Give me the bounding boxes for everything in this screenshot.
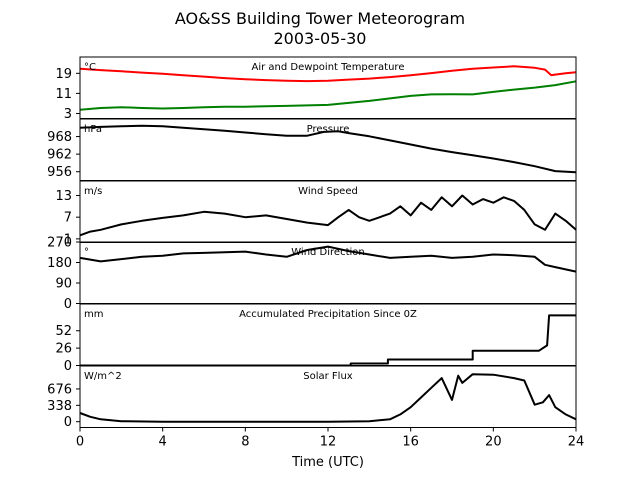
panel-title-temp: Air and Dewpoint Temperature <box>252 62 405 73</box>
series-line-temp-0 <box>79 65 577 83</box>
chart-title: AO&SS Building Tower Meteorogram <box>175 9 465 28</box>
x-tick-label-16: 16 <box>402 435 419 450</box>
panel-temp: 3 11 19 °C Air and Dewpoint Temperature <box>55 56 577 122</box>
x-axis: 0 4 8 12 16 20 24 <box>76 427 585 450</box>
series-line-direction-0 <box>79 245 577 273</box>
chart-date-subtitle: 2003-05-30 <box>274 29 367 48</box>
y-tick-label-temp-19: 19 <box>55 67 72 82</box>
x-tick-label-8: 8 <box>241 435 249 450</box>
panel-title-precip: Accumulated Precipitation Since 0Z <box>239 309 417 320</box>
y-tick-label-temp-11: 11 <box>55 87 72 102</box>
panel-title-pressure: Pressure <box>307 124 350 135</box>
series-line-pressure-0 <box>79 124 577 174</box>
panel-direction: 0 90 180 270 ° Wind Direction <box>47 236 577 312</box>
panel-precip: 0 26 52 mm Accumulated Precipitation Since 0… <box>55 303 577 374</box>
y-tick-label-precip-0: 0 <box>64 359 72 374</box>
y-tick-label-pressure-962: 962 <box>47 148 72 163</box>
y-tick-label-direction-270: 270 <box>47 236 72 251</box>
x-axis-label: Time (UTC) <box>291 455 364 470</box>
x-tick-label-20: 20 <box>485 435 502 450</box>
panel-title-wind: Wind Speed <box>298 186 358 197</box>
x-tick-label-12: 12 <box>320 435 337 450</box>
unit-label-pressure: hPa <box>84 124 102 135</box>
y-tick-label-precip-26: 26 <box>55 342 72 357</box>
y-tick-label-precip-52: 52 <box>55 324 72 339</box>
y-tick-label-solar-338: 338 <box>47 399 72 414</box>
unit-label-precip: mm <box>84 309 103 320</box>
x-tick-label-4: 4 <box>159 435 167 450</box>
y-tick-label-wind-13: 13 <box>55 189 72 204</box>
y-tick-label-direction-0: 0 <box>64 297 72 312</box>
panel-wind: 1 7 13 m/s Wind Speed <box>55 180 577 247</box>
y-tick-label-wind-1: 1 <box>64 232 72 247</box>
y-tick-label-direction-90: 90 <box>55 277 72 292</box>
x-tick-label-0: 0 <box>76 435 84 450</box>
series-line-wind-0 <box>79 194 577 237</box>
unit-label-temp: °C <box>84 62 96 73</box>
unit-label-direction: ° <box>84 247 89 258</box>
y-tick-label-pressure-968: 968 <box>47 130 72 145</box>
series-line-precip-0 <box>80 314 576 367</box>
series-line-solar-0 <box>79 373 577 423</box>
series-line-temp-1 <box>79 80 577 111</box>
y-tick-label-wind-7: 7 <box>64 211 72 226</box>
panels-group: 3 11 19 °C Air and Dewpoint Temperature 956 96… <box>47 56 577 430</box>
y-tick-label-pressure-956: 956 <box>47 165 72 180</box>
y-tick-label-solar-676: 676 <box>47 382 72 397</box>
y-tick-label-temp-3: 3 <box>64 107 72 122</box>
unit-label-solar: W/m^2 <box>84 371 122 382</box>
x-tick-label-24: 24 <box>568 435 585 450</box>
y-tick-label-direction-180: 180 <box>47 256 72 271</box>
panel-pressure: 956 962 968 hPa Pressure <box>47 118 577 181</box>
unit-label-wind: m/s <box>84 186 102 197</box>
panel-title-solar: Solar Flux <box>303 371 353 382</box>
panel-title-direction: Wind Direction <box>291 247 365 258</box>
y-tick-label-solar-0: 0 <box>64 415 72 430</box>
